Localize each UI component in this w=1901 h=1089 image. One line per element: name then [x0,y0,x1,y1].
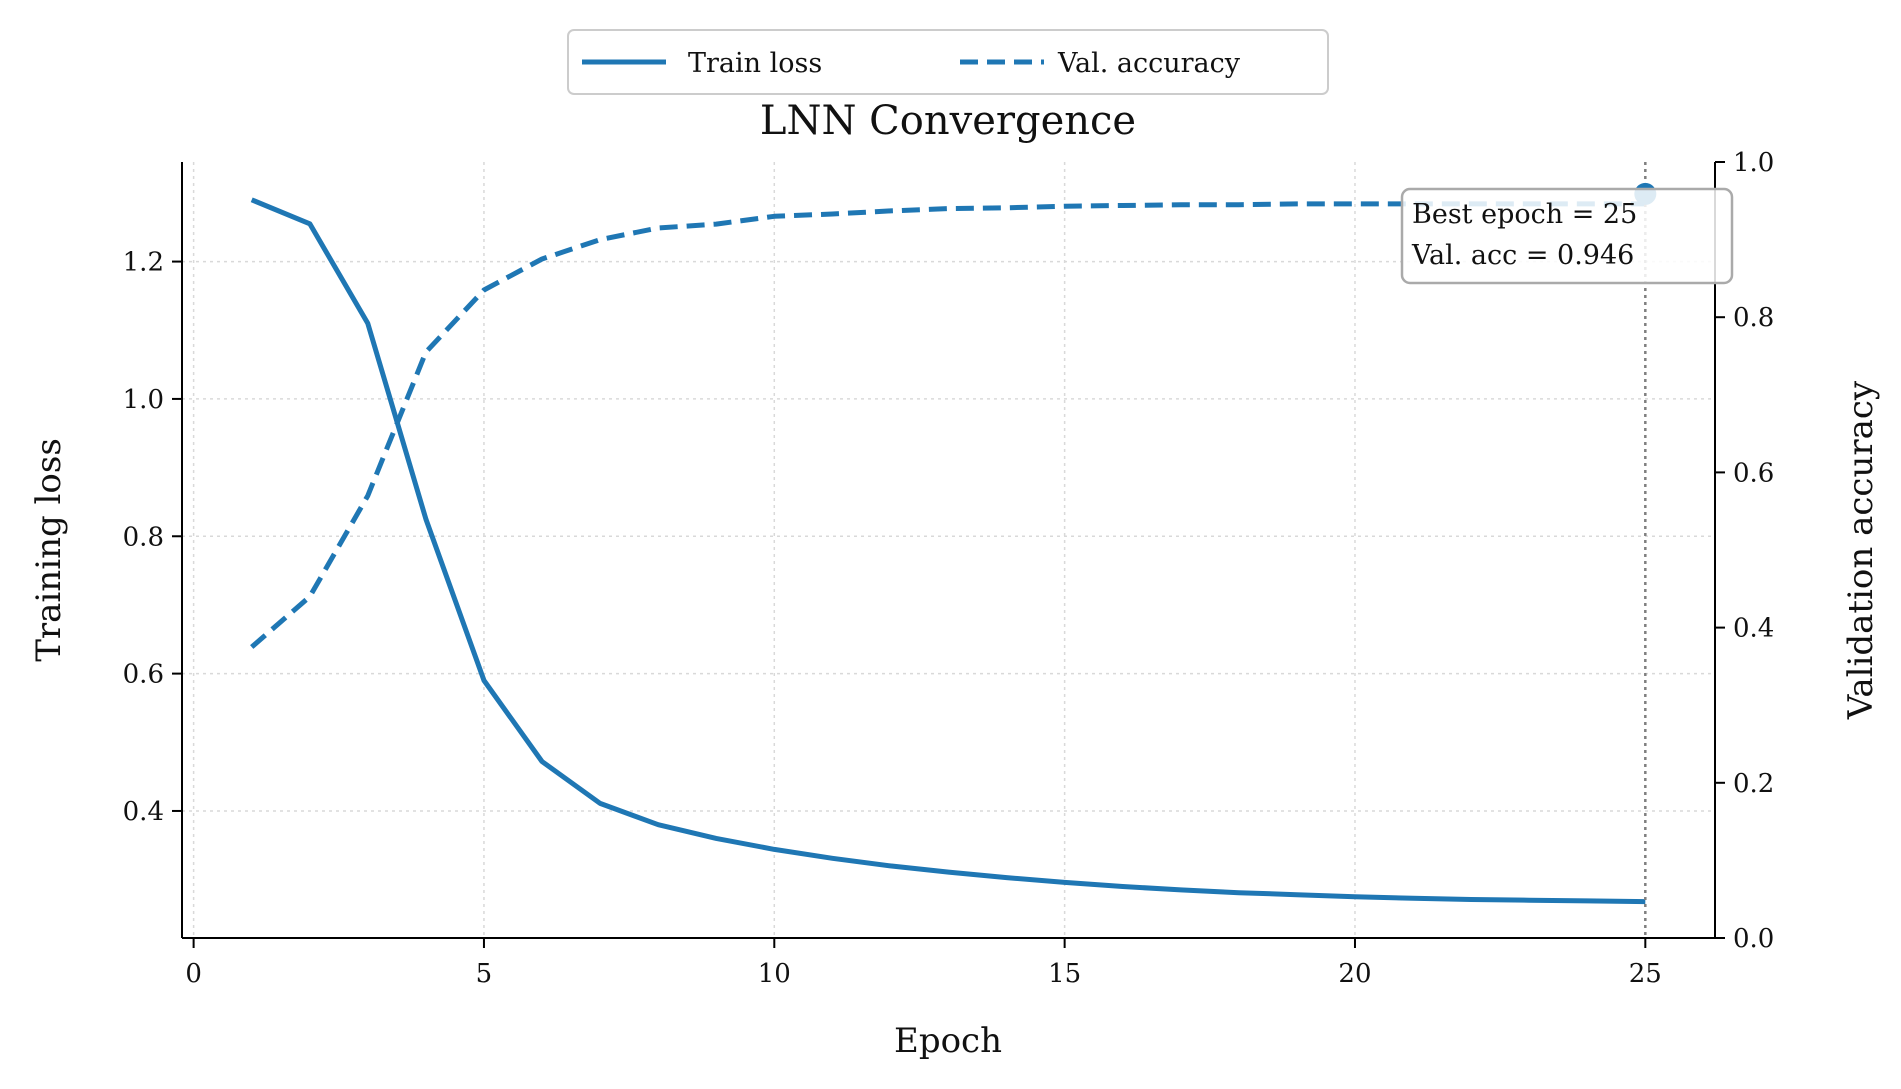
x-axis-label: Epoch [894,1021,1002,1061]
legend-label-train-loss: Train loss [688,48,822,79]
y2-tick-label: 0.0 [1733,924,1774,954]
y-tick-label: 0.6 [123,660,164,690]
axes: 0 5 10 15 20 25 0.4 0.6 0.8 1.0 1.2 0.0 0.2 0.4 0.6 0.8… [123,148,1775,989]
y2-tick-label: 0.4 [1733,614,1774,644]
x-tick-label: 5 [476,959,493,989]
legend-label-val-accuracy: Val. accuracy [1057,48,1241,79]
x-tick-label: 15 [1048,959,1081,989]
x-tick-label: 0 [185,959,202,989]
series-line-0 [250,197,1646,905]
legend-box [567,29,1329,95]
annotation: Best epoch = 25 Val. acc = 0.946 [1400,187,1734,285]
legend: Train loss Val. accuracy [567,29,1329,95]
y2-axis-label: Validation accuracy [1841,380,1881,720]
y2-tick-label: 0.8 [1733,303,1774,333]
y2-tick-label: 0.6 [1733,458,1774,488]
y-tick-label: 1.2 [123,248,164,278]
annotation-line-1: Best epoch = 25 [1412,199,1637,230]
y-tick-label: 1.0 [123,385,164,415]
x-tick-label: 20 [1338,959,1371,989]
annotation-box [1400,187,1734,285]
series-line-1 [250,201,1646,649]
x-tick-label: 10 [758,959,791,989]
annotation-line-2: Val. acc = 0.946 [1411,240,1634,271]
y-tick-label: 0.8 [123,522,164,552]
chart-title: LNN Convergence [760,98,1136,144]
y2-tick-label: 0.2 [1733,769,1774,799]
y-tick-label: 0.4 [123,797,164,827]
x-tick-label: 25 [1629,959,1662,989]
y-axis-label: Training loss [29,438,69,662]
y2-tick-label: 1.0 [1733,148,1774,178]
